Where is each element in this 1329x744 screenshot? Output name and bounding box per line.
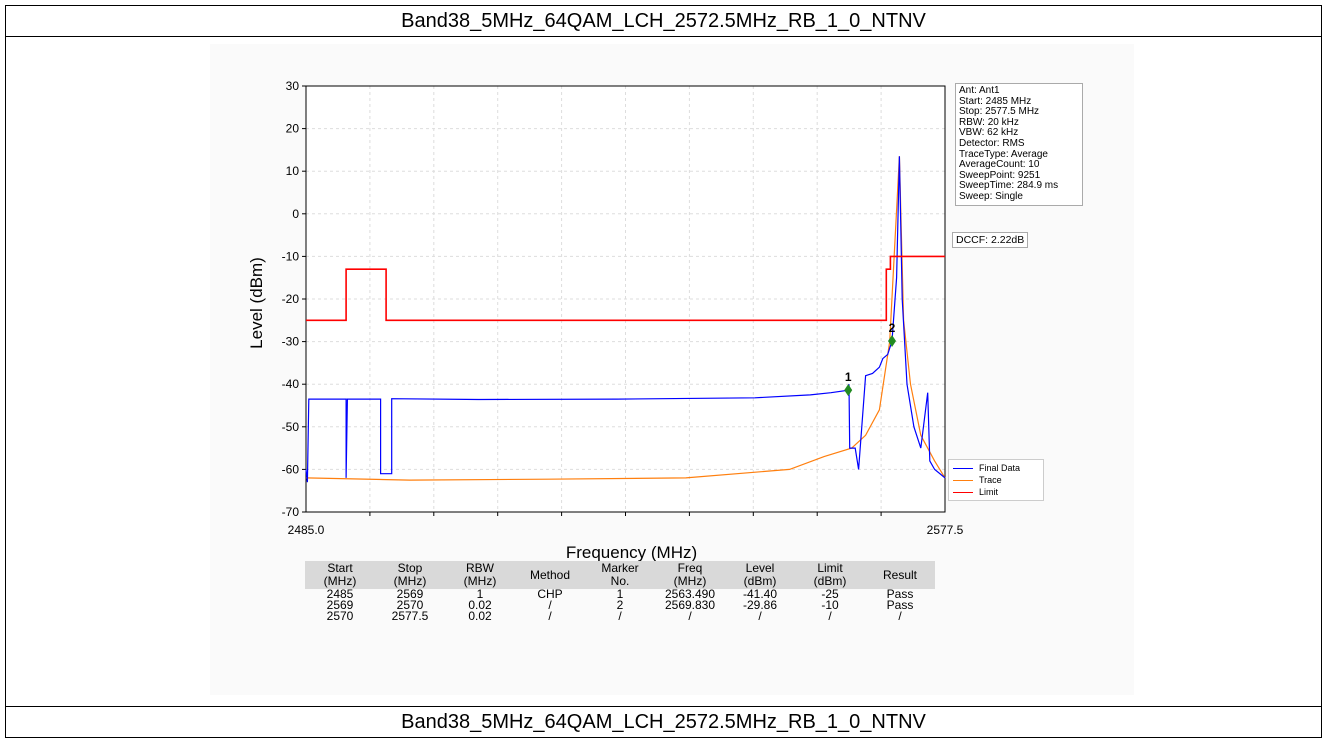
info-line: RBW: 20 kHz	[959, 116, 1019, 128]
marker-1	[844, 384, 853, 397]
table-row: 2570 2577.5 0.02 / / / / / /	[305, 609, 935, 623]
y-tick-label: -10	[282, 249, 300, 263]
marker-label-1: 1	[845, 370, 852, 384]
table-header: Freq (MHz)	[655, 561, 725, 589]
table-cell: /	[548, 598, 552, 612]
table-cell: -29.86	[742, 598, 778, 612]
y-tick-label: -60	[282, 462, 300, 476]
markers: 12	[844, 321, 897, 397]
table-cell: /	[828, 609, 832, 623]
info-line: TraceType: Average	[959, 148, 1048, 160]
y-tick-label: -30	[282, 335, 300, 349]
grid-lines	[306, 85, 945, 513]
legend-swatch	[953, 467, 973, 469]
marker-label-2: 2	[889, 321, 896, 335]
legend: Final Data Trace Limit	[948, 459, 1044, 501]
table-cell: 2	[616, 598, 624, 612]
table-cell: /	[618, 609, 622, 623]
legend-swatch	[953, 491, 973, 493]
table-header: Method	[515, 561, 585, 589]
x-axis-title: Frequency (MHz)	[566, 543, 697, 562]
table-cell: 2485	[326, 587, 354, 601]
table-header: Marker No.	[585, 561, 655, 589]
table-cell: 2569.830	[664, 598, 716, 612]
table-cell: Pass	[886, 587, 914, 601]
table-cell: -41.40	[742, 587, 778, 601]
table-cell: -10	[821, 598, 839, 612]
legend-label: Trace	[979, 475, 1002, 485]
info-line: Sweep: Single	[959, 190, 1023, 202]
table-cell: -25	[821, 587, 839, 601]
table-header: Limit (dBm)	[795, 561, 865, 589]
series-limit	[306, 255, 945, 322]
table-cell: 0.02	[468, 609, 492, 623]
series-final-data	[305, 156, 946, 483]
plot-border	[305, 85, 946, 513]
y-tick-label: 0	[292, 207, 299, 221]
y-axis-title: Level (dBm)	[247, 257, 266, 349]
table-cell: Pass	[886, 598, 914, 612]
info-line: SweepTime: 284.9 ms	[959, 180, 1059, 192]
marker-2	[888, 335, 897, 348]
y-tick-label: 10	[286, 164, 300, 178]
table-cell: /	[548, 609, 552, 623]
info-line: Stop: 2577.5 MHz	[959, 106, 1040, 118]
table-header: Stop (MHz)	[375, 561, 445, 589]
table-cell: /	[898, 609, 902, 623]
x-tick-label: 2577.5	[927, 523, 964, 537]
x-tick-label: 2485.0	[288, 523, 325, 537]
table-cell: 0.02	[468, 598, 492, 612]
table-cell: 2563.490	[664, 587, 716, 601]
table-cell: /	[688, 609, 692, 623]
table-header: RBW (MHz)	[445, 561, 515, 589]
axes	[302, 85, 946, 516]
axis-labels: 30 20 10 0 -10 -20 -30 -40 -50 -60 -70 2485.0 2577.5…	[247, 79, 964, 562]
table-cell: 1	[476, 587, 484, 601]
y-tick-label: -20	[282, 292, 300, 306]
info-line: AverageCount: 10	[959, 159, 1040, 171]
table-cell: CHP	[537, 587, 563, 601]
y-tick-label: 30	[286, 79, 300, 93]
table-header: Result	[865, 561, 935, 589]
legend-label: Final Data	[979, 463, 1021, 473]
info-line: VBW: 62 kHz	[959, 127, 1019, 139]
figure-frame: Band38_5MHz_64QAM_LCH_2572.5MHz_RB_1_0_N…	[5, 5, 1322, 738]
table-header: Level (dBm)	[725, 561, 795, 589]
info-line: SweepPoint: 9251	[959, 169, 1041, 181]
info-line: Start: 2485 MHz	[959, 95, 1032, 107]
caption-bottom: Band38_5MHz_64QAM_LCH_2572.5MHz_RB_1_0_N…	[6, 706, 1321, 737]
table-row: 2485 2569 1 CHP 1 2563.490 -41.40 -25 Pass	[305, 587, 935, 601]
info-line: Detector: RMS	[959, 137, 1025, 149]
legend-item: Limit	[953, 486, 1039, 498]
legend-swatch	[953, 479, 973, 481]
legend-item: Trace	[953, 474, 1039, 486]
legend-item: Final Data	[953, 462, 1039, 474]
table-cell: 2569	[396, 587, 424, 601]
table-cell: 2569	[326, 598, 354, 612]
series-lines	[305, 156, 946, 483]
table-cell: 2570	[396, 598, 424, 612]
info-line: Ant: Ant1	[959, 85, 1000, 96]
y-tick-label: -50	[282, 420, 300, 434]
y-tick-label: -40	[282, 377, 300, 391]
caption-top: Band38_5MHz_64QAM_LCH_2572.5MHz_RB_1_0_N…	[6, 6, 1321, 37]
table-cell: 2577.5	[391, 609, 429, 623]
table-cell: /	[758, 609, 762, 623]
table-cell: 1	[616, 587, 624, 601]
y-tick-label: 20	[286, 122, 300, 136]
result-table: Start (MHz) Stop (MHz) RBW (MHz) Method Marker N…	[305, 561, 935, 622]
measurement-info-box: Ant: Ant1 Start: 2485 MHz Stop: 2577.5 MHz…	[955, 83, 1083, 206]
table-cell: 2570	[326, 609, 354, 623]
series-trace	[305, 156, 946, 481]
legend-label: Limit	[979, 487, 999, 497]
y-tick-label: -70	[282, 505, 300, 519]
table-row: 2569 2570 0.02 / 2 2569.830 -29.86 -10 Pass	[305, 598, 935, 612]
table-header: Start (MHz)	[305, 561, 375, 589]
dccf-label: DCCF: 2.22dB	[952, 232, 1029, 248]
